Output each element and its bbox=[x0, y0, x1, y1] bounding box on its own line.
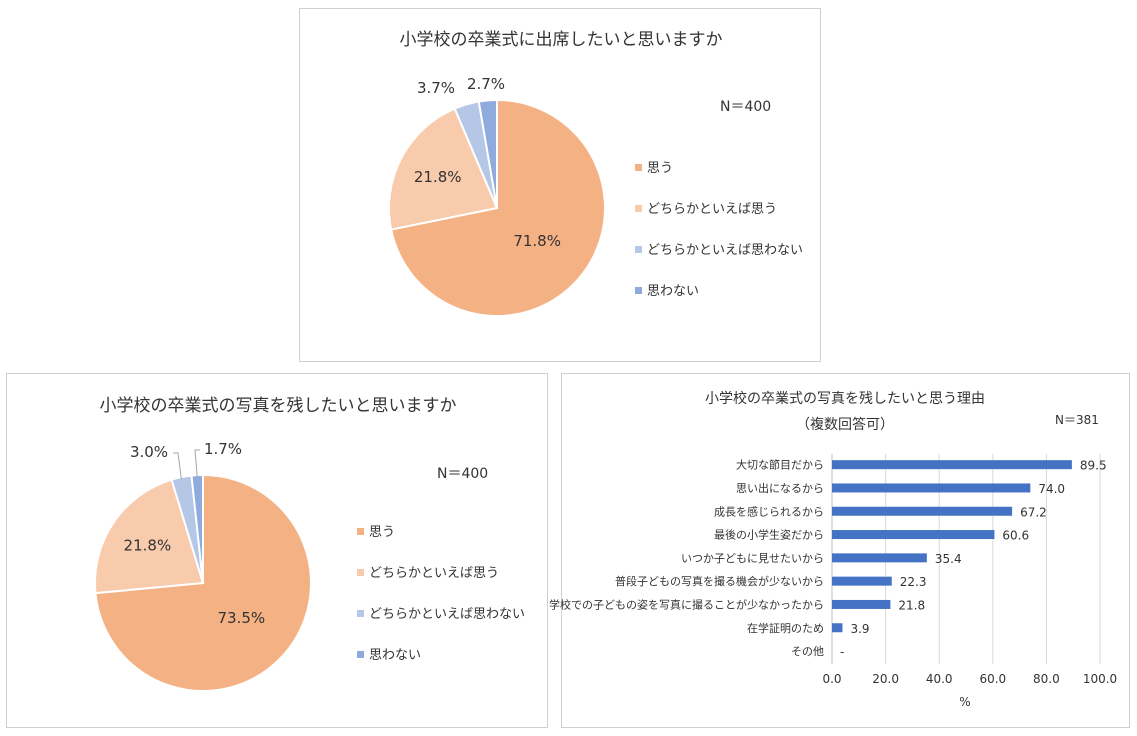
pie-slice-2 bbox=[388, 107, 499, 231]
bar-8 bbox=[832, 623, 843, 633]
x-tick-6: 100.0 bbox=[1083, 672, 1117, 686]
photo-pie-chart: 小学校の卒業式の写真を残したいと思いますか N＝400 73.5% 21.8% 3.0%… bbox=[94, 396, 525, 692]
pie-label-2: 21.8% bbox=[414, 168, 462, 186]
value-label-9: - bbox=[840, 645, 844, 659]
reasons-bar-chart: 小学校の卒業式の写真を残したいと思う理由 （複数回答可） N＝381 0.0 20.0 4… bbox=[549, 390, 1117, 709]
pie-label-3: 3.0% bbox=[130, 443, 168, 461]
legend-swatch-2 bbox=[357, 569, 364, 576]
legend-label-4: 思わない bbox=[647, 284, 699, 299]
legend-label-4: 思わない bbox=[369, 648, 421, 663]
chart-title: 小学校の卒業式の写真を残したいと思う理由 bbox=[705, 390, 985, 407]
pie-slice-4 bbox=[477, 98, 498, 209]
category-label-1: 大切な節目だから bbox=[736, 458, 824, 472]
bar-5 bbox=[832, 553, 927, 563]
legend-label-2: どちらかといえば思う bbox=[647, 202, 777, 217]
category-label-9: その他 bbox=[791, 645, 824, 658]
legend-label-1: 思う bbox=[647, 161, 673, 176]
reasons-bar-panel: 小学校の卒業式の写真を残したいと思う理由 （複数回答可） N＝381 0.0 20.0 4… bbox=[549, 373, 1130, 728]
value-label-1: 89.5 bbox=[1080, 459, 1107, 473]
category-label-6: 普段子どもの写真を撮る機会が少ないから bbox=[615, 574, 824, 588]
value-label-7: 21.8 bbox=[898, 598, 925, 612]
legend-swatch-4 bbox=[357, 651, 364, 658]
legend-label-1: 思う bbox=[369, 525, 395, 540]
value-label-6: 22.3 bbox=[900, 575, 927, 589]
x-tick-1: 0.0 bbox=[822, 672, 841, 686]
chart-title: 小学校の卒業式の写真を残したいと思いますか bbox=[100, 396, 457, 416]
leader-line-4 bbox=[194, 449, 200, 478]
legend-swatch-3 bbox=[635, 246, 642, 253]
legend-swatch-4 bbox=[635, 287, 642, 294]
legend-swatch-3 bbox=[357, 610, 364, 617]
x-axis-label: % bbox=[959, 695, 970, 709]
pie-slice-2 bbox=[94, 478, 205, 595]
bar-3 bbox=[832, 506, 1013, 516]
legend-swatch-2 bbox=[635, 205, 642, 212]
pie-label-4: 2.7% bbox=[467, 75, 505, 93]
n-label: N＝400 bbox=[720, 99, 771, 115]
attend-pie-panel: 小学校の卒業式に出席したいと思いますか N＝400 71.8% 21.8% 3.7% 2.… bbox=[299, 8, 821, 362]
pie-label-4: 1.7% bbox=[204, 440, 242, 458]
category-label-3: 成長を感じられるから bbox=[714, 505, 824, 518]
value-label-4: 60.6 bbox=[1002, 529, 1029, 543]
value-label-2: 74.0 bbox=[1038, 482, 1065, 496]
bar-6 bbox=[832, 576, 892, 586]
chart-title: 小学校の卒業式に出席したいと思いますか bbox=[400, 30, 723, 50]
category-label-5: いつか子どもに見せたいから bbox=[681, 552, 824, 565]
value-label-5: 35.4 bbox=[935, 552, 962, 566]
legend-swatch-1 bbox=[635, 164, 642, 171]
category-label-8: 在学証明のため bbox=[747, 621, 824, 635]
bar-7 bbox=[832, 599, 891, 609]
category-label-7: 学校での子どもの姿を写真に撮ることが少なかったから bbox=[549, 597, 824, 611]
bar-1 bbox=[832, 460, 1072, 470]
pie-label-3: 3.7% bbox=[417, 79, 455, 97]
pie-label-1: 71.8% bbox=[513, 232, 561, 250]
photo-pie-panel: 小学校の卒業式の写真を残したいと思いますか N＝400 73.5% 21.8% 3.0%… bbox=[6, 373, 548, 728]
leader-line-3 bbox=[173, 452, 182, 480]
n-label: N＝400 bbox=[437, 466, 488, 482]
pie-label-2: 21.8% bbox=[124, 537, 172, 555]
n-label: N＝381 bbox=[1055, 413, 1099, 427]
x-tick-3: 40.0 bbox=[926, 672, 953, 686]
legend-label-3: どちらかといえば思わない bbox=[369, 607, 525, 622]
bar-4 bbox=[832, 530, 995, 540]
value-label-8: 3.9 bbox=[850, 622, 869, 636]
value-label-3: 67.2 bbox=[1020, 505, 1047, 519]
attend-pie-chart: 小学校の卒業式に出席したいと思いますか N＝400 71.8% 21.8% 3.7% 2.… bbox=[388, 30, 803, 317]
legend-label-3: どちらかといえば思わない bbox=[647, 243, 803, 258]
category-label-4: 最後の小学生姿だから bbox=[714, 528, 824, 542]
x-tick-5: 80.0 bbox=[1033, 672, 1060, 686]
x-tick-4: 60.0 bbox=[979, 672, 1006, 686]
pie-slice-1 bbox=[389, 98, 606, 317]
legend-swatch-1 bbox=[357, 528, 364, 535]
bar-2 bbox=[832, 483, 1031, 493]
category-label-2: 思い出になるから bbox=[736, 481, 824, 495]
x-tick-2: 20.0 bbox=[872, 672, 899, 686]
chart-subtitle: （複数回答可） bbox=[796, 416, 894, 433]
legend-label-2: どちらかといえば思う bbox=[369, 566, 499, 581]
pie-label-1: 73.5% bbox=[218, 609, 266, 627]
